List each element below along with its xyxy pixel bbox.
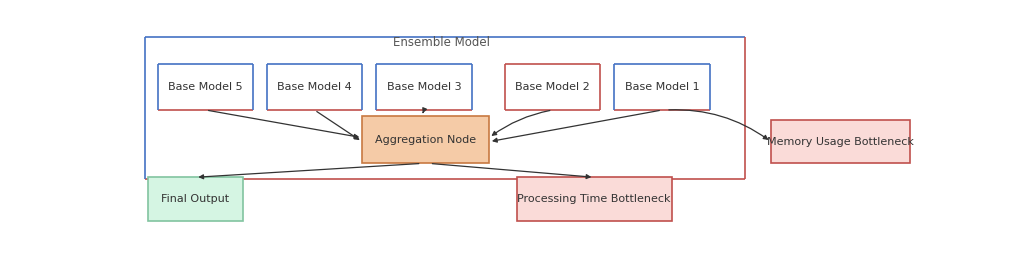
FancyBboxPatch shape (614, 65, 710, 110)
Text: Ensemble Model: Ensemble Model (393, 36, 489, 49)
Text: Processing Time Bottleneck: Processing Time Bottleneck (517, 194, 671, 204)
FancyBboxPatch shape (505, 65, 600, 110)
FancyBboxPatch shape (362, 116, 489, 163)
Text: Base Model 3: Base Model 3 (387, 82, 462, 92)
FancyBboxPatch shape (267, 65, 362, 110)
FancyBboxPatch shape (517, 177, 672, 221)
FancyBboxPatch shape (377, 65, 472, 110)
Text: Final Output: Final Output (162, 194, 229, 204)
FancyBboxPatch shape (771, 120, 909, 163)
Text: Base Model 1: Base Model 1 (625, 82, 699, 92)
Text: Memory Usage Bottleneck: Memory Usage Bottleneck (767, 137, 913, 147)
Text: Base Model 5: Base Model 5 (169, 82, 243, 92)
Text: Aggregation Node: Aggregation Node (375, 135, 476, 145)
FancyBboxPatch shape (147, 177, 243, 221)
FancyBboxPatch shape (158, 65, 253, 110)
Text: Base Model 4: Base Model 4 (278, 82, 352, 92)
Text: Base Model 2: Base Model 2 (515, 82, 590, 92)
